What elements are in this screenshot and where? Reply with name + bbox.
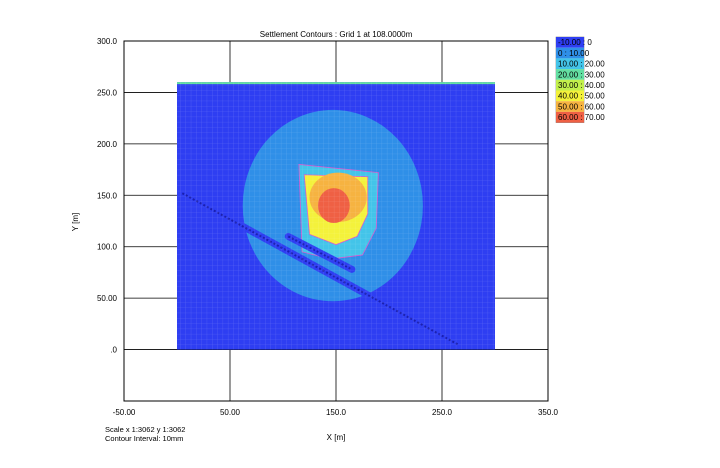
y-tick-label: 50.00 <box>97 294 118 303</box>
y-axis-label: Y [m] <box>71 213 80 232</box>
x-tick-label: 250.0 <box>432 408 453 417</box>
legend-label: 20.00 : 30.00 <box>558 70 605 79</box>
y-axis-ticks: 300.0 250.0 200.0 150.0 100.0 50.00 .0 <box>97 37 118 355</box>
grid-mesh <box>177 82 495 350</box>
legend-swatch <box>556 79 584 91</box>
legend-swatch <box>556 90 584 102</box>
legend-swatch <box>556 69 584 80</box>
x-axis-ticks: -50.00 50.00 150.0 250.0 350.0 <box>113 408 559 417</box>
legend-swatch <box>556 47 584 59</box>
legend-label: 60.00 : 70.00 <box>558 113 605 122</box>
legend-label: 50.00 : 60.00 <box>558 102 605 111</box>
x-tick-label: 350.0 <box>538 408 559 417</box>
legend-label: -10.00 : 0 <box>558 38 592 47</box>
y-tick-label: 100.0 <box>97 243 118 252</box>
y-tick-label: 150.0 <box>97 191 118 200</box>
x-tick-label: 150.0 <box>326 408 347 417</box>
y-tick-label: 200.0 <box>97 140 118 149</box>
legend-label: 40.00 : 50.00 <box>558 92 605 101</box>
legend-label: 10.00 : 20.00 <box>558 60 605 69</box>
contour-interval-note: Contour Interval: 10mm <box>105 434 184 443</box>
y-tick-label: 250.0 <box>97 88 118 97</box>
y-tick-label: .0 <box>110 346 117 355</box>
chart-title: Settlement Contours : Grid 1 at 108.0000… <box>260 30 413 39</box>
legend-swatch <box>556 37 584 48</box>
y-tick-label: 300.0 <box>97 37 118 46</box>
x-tick-label: -50.00 <box>113 408 136 417</box>
scale-note: Scale x 1:3062 y 1:3062 <box>105 425 186 434</box>
x-tick-label: 50.00 <box>220 408 241 417</box>
x-axis-label: X [m] <box>327 433 346 442</box>
legend-label: 0 : 10.00 <box>558 49 590 58</box>
contour-field <box>177 82 495 350</box>
legend-swatch <box>556 111 584 123</box>
legend-swatch <box>556 58 584 70</box>
legend-label: 30.00 : 40.00 <box>558 81 605 90</box>
legend-swatch <box>556 101 584 112</box>
